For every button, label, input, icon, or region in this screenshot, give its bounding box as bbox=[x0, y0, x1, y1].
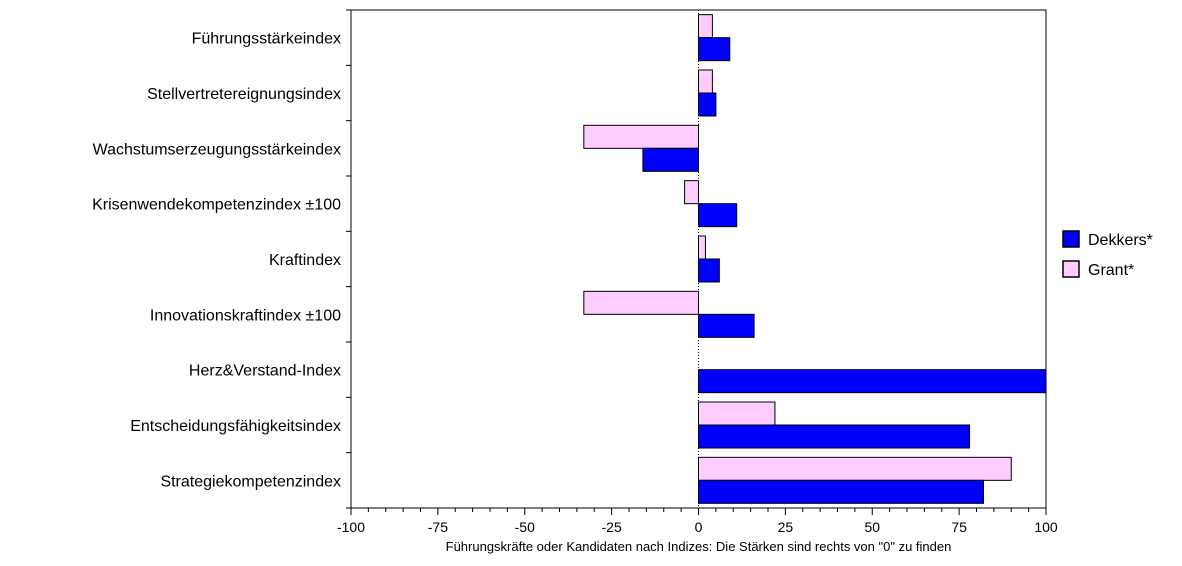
bar-grant bbox=[698, 401, 776, 426]
x-tick-label: -25 bbox=[602, 519, 622, 535]
x-tick-label: 0 bbox=[695, 519, 703, 535]
bar-grant bbox=[698, 235, 706, 260]
category-label: Herz&Verstand-Index bbox=[189, 363, 341, 380]
bar-dekkers bbox=[698, 37, 731, 62]
bar-dekkers bbox=[698, 203, 738, 228]
bar-grant bbox=[698, 69, 713, 94]
legend-label-dekkers: Dekkers* bbox=[1088, 232, 1153, 249]
legend-label-grant: Grant* bbox=[1088, 262, 1134, 279]
y-axis-ticks bbox=[346, 9, 351, 509]
bar-dekkers bbox=[698, 258, 720, 283]
category-label: Führungsstärkeindex bbox=[192, 31, 341, 48]
x-tick-labels: -100 -75 -50 -25 0 25 50 75 100 bbox=[337, 519, 1058, 535]
legend-swatch-dekkers bbox=[1062, 230, 1080, 248]
x-tick-label: -50 bbox=[515, 519, 535, 535]
legend-swatch-grant bbox=[1062, 260, 1080, 278]
x-tick-label: 50 bbox=[864, 519, 880, 535]
x-tick-label: -75 bbox=[428, 519, 448, 535]
bar-dekkers bbox=[698, 313, 755, 338]
bar-grant bbox=[698, 456, 1012, 481]
x-axis-ticks bbox=[350, 508, 1047, 515]
x-tick-label: 25 bbox=[778, 519, 794, 535]
category-label: Krisenwendekompetenzindex ±100 bbox=[92, 197, 341, 214]
bar-grant bbox=[583, 290, 700, 315]
x-tick-label: 100 bbox=[1034, 519, 1058, 535]
category-label: Stellvertretereignungsindex bbox=[147, 86, 341, 103]
x-tick-label: -100 bbox=[337, 519, 365, 535]
category-label: Wachstumserzeugungsstärkeindex bbox=[93, 141, 341, 158]
bar-dekkers bbox=[642, 147, 700, 172]
legend: Dekkers* Grant* bbox=[1062, 230, 1153, 279]
bar-dekkers bbox=[698, 424, 971, 449]
bar-dekkers bbox=[698, 479, 984, 504]
category-labels: Führungsstärkeindex Stellvertretereignung… bbox=[92, 31, 341, 491]
bar-dekkers bbox=[698, 92, 717, 117]
category-label: Kraftindex bbox=[269, 252, 341, 269]
bar-grant bbox=[698, 14, 713, 39]
bar-grant bbox=[684, 180, 699, 205]
x-tick-label: 75 bbox=[951, 519, 967, 535]
bar-grant bbox=[583, 124, 700, 149]
category-label: Entscheidungsfähigkeitsindex bbox=[130, 418, 341, 435]
category-label: Innovationskraftindex ±100 bbox=[150, 307, 341, 324]
x-axis-title: Führungskräfte oder Kandidaten nach Indi… bbox=[446, 539, 952, 554]
bars bbox=[583, 14, 1047, 504]
category-label: Strategiekompetenzindex bbox=[160, 473, 341, 490]
bar-dekkers bbox=[698, 369, 1047, 394]
